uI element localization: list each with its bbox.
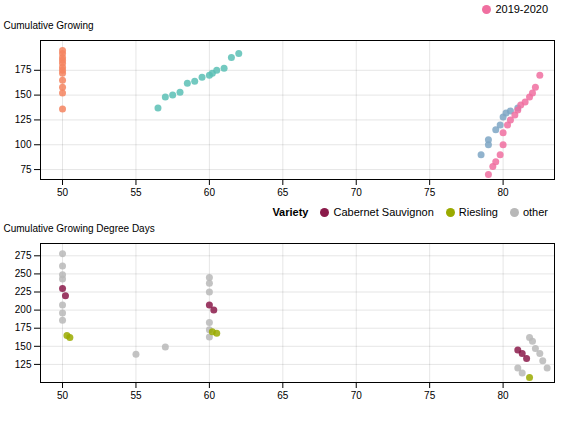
html-text:Variety: Variety — [272, 206, 309, 218]
html-text:2019-2020: 2019-2020 — [495, 3, 548, 15]
svg-text:250: 250 — [15, 268, 32, 279]
svg-text:65: 65 — [277, 390, 289, 401]
svg-text:50: 50 — [57, 187, 69, 198]
svg-text:75: 75 — [424, 390, 436, 401]
svg-text:70: 70 — [351, 187, 363, 198]
svg-text:70: 70 — [351, 390, 363, 401]
svg-text:80: 80 — [498, 187, 510, 198]
html-text:Riesling: Riesling — [458, 206, 498, 218]
html-text:other: other — [522, 206, 548, 218]
svg-text:55: 55 — [130, 390, 142, 401]
svg-text:60: 60 — [204, 390, 216, 401]
svg-text:175: 175 — [15, 322, 32, 333]
svg-text:150: 150 — [15, 89, 32, 100]
svg-text:225: 225 — [15, 286, 32, 297]
svg-text:125: 125 — [15, 114, 32, 125]
svg-text:60: 60 — [204, 187, 216, 198]
svg-text:Cumulative Growing Degree Days: Cumulative Growing Degree Days — [4, 223, 155, 234]
svg-text:150: 150 — [15, 341, 32, 352]
svg-text:Cumulative Growing: Cumulative Growing — [4, 20, 94, 31]
svg-text:100: 100 — [15, 139, 32, 150]
svg-text:75: 75 — [20, 164, 32, 175]
svg-text:200: 200 — [15, 304, 32, 315]
svg-text:175: 175 — [15, 64, 32, 75]
svg-text:75: 75 — [424, 187, 436, 198]
svg-text:125: 125 — [15, 359, 32, 370]
svg-text:275: 275 — [15, 250, 32, 261]
svg-text:65: 65 — [277, 187, 289, 198]
svg-text:55: 55 — [130, 187, 142, 198]
svg-text:80: 80 — [498, 390, 510, 401]
svg-text:50: 50 — [57, 390, 69, 401]
html-text:Cabernet Sauvignon: Cabernet Sauvignon — [333, 206, 434, 218]
